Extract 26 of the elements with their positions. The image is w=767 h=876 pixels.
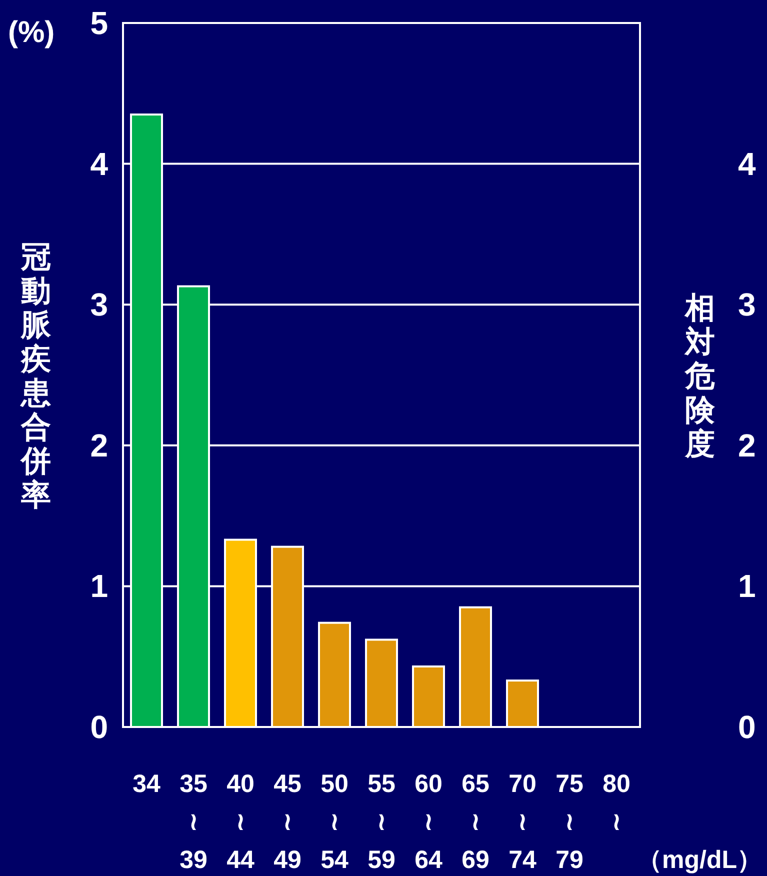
x-tick-label: 75 ≀ 79 <box>556 770 584 874</box>
x-tick-label: 70 ≀ 74 <box>508 770 536 874</box>
y-tick-label: 5 <box>90 5 108 41</box>
x-tick-label: 34 <box>132 770 160 798</box>
y2-tick-label: 1 <box>738 568 756 604</box>
x-tick-label: 35 ≀ 39 <box>180 770 208 874</box>
y2-tick-label: 0 <box>738 709 756 745</box>
x-tick-label: 45 ≀ 49 <box>274 770 302 874</box>
x-tick-label: 40 ≀ 44 <box>226 770 254 874</box>
y-tick-label: 1 <box>90 568 108 604</box>
x-tick-label: 50 ≀ 54 <box>320 770 348 874</box>
x-tick-label: 65 ≀ 69 <box>462 770 490 874</box>
y2-tick-label: 3 <box>738 286 756 323</box>
x-tick-label: 55 ≀ 59 <box>368 770 396 874</box>
y-tick-label: 0 <box>90 709 108 745</box>
y-axis-title: 冠動脈疾患合併率 <box>19 241 52 512</box>
y-tick-label: 4 <box>90 146 108 182</box>
x-tick-label: 80 ≀ <box>602 770 630 836</box>
y2-axis-title: 相対危険度 <box>684 292 716 461</box>
y2-tick-label: 4 <box>738 146 756 182</box>
y-tick-label: 3 <box>90 286 108 323</box>
x-axis-title: （mg/dL） <box>637 846 762 874</box>
text: (%) <box>8 16 55 49</box>
y-tick-label: 2 <box>90 427 108 464</box>
y2-tick-label: 2 <box>738 427 756 464</box>
x-tick-label: 60 ≀ 64 <box>414 770 442 874</box>
